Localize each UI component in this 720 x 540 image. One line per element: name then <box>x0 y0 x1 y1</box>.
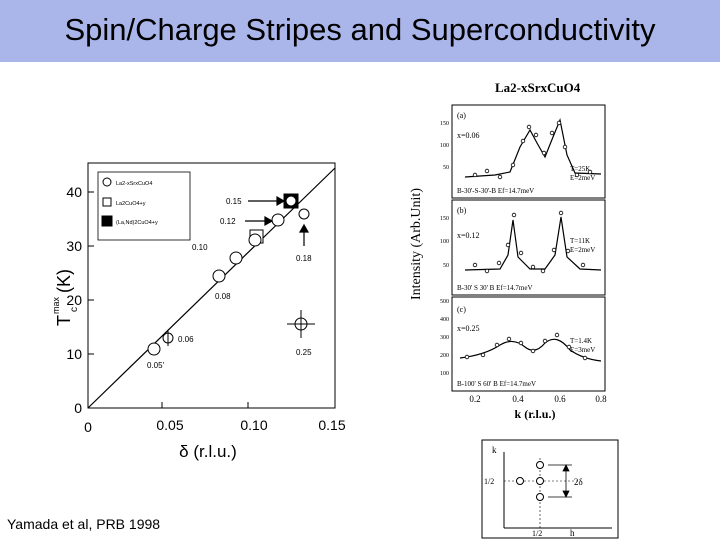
legend-lco: La2CuO4+y <box>116 201 146 207</box>
panel-c-frame <box>451 296 606 392</box>
point-005 <box>147 342 161 356</box>
panel-c-ytick-100: 100 <box>440 371 449 377</box>
right-ylabel-group: Intensity (Arb.Unit) <box>409 188 424 300</box>
y-label-sub: c <box>69 307 80 312</box>
point-015-inner <box>285 195 297 207</box>
y-tick-10: 10 <box>66 346 82 362</box>
panel-a-ytick-150: 150 <box>440 121 449 127</box>
point-008 <box>212 269 226 283</box>
right-xtick-06: 0.6 <box>554 394 566 404</box>
panel-c-label: (c) <box>457 305 466 314</box>
panel-b-E: E=2meV <box>570 246 595 254</box>
y-tick-40: 40 <box>66 184 82 200</box>
right-y-label: Intensity (Arb.Unit) <box>409 188 424 300</box>
label-012: 0.12 <box>220 217 236 226</box>
y-tick-0: 0 <box>74 400 82 416</box>
panel-b-T: T=11K <box>570 237 590 245</box>
axis-ticks <box>87 191 336 408</box>
inset-k-label: k <box>492 445 497 455</box>
panel-c-config: B-100' S 60' B Ef=14.7meV <box>457 380 536 388</box>
panel-b-fit-curve <box>464 216 602 271</box>
x-tick-005: 0.05 <box>156 417 183 433</box>
citation: Yamada et al, PRB 1998 <box>7 516 161 532</box>
inset-frame <box>481 439 619 539</box>
label-008: 0.08 <box>215 292 231 301</box>
right-xtick-08: 0.8 <box>595 394 607 404</box>
tc-vs-delta-plot: 0 10 20 30 40 0 0.05 0.10 0.15 δ (r.l.u.… <box>51 162 346 461</box>
data-points <box>147 193 315 356</box>
panel-c-E: E=3meV <box>570 346 595 354</box>
panel-a-E: E=2meV <box>570 174 595 182</box>
formula-label: La2-xSrxCuO4 <box>495 80 581 95</box>
plot-frame <box>87 162 336 409</box>
y-label-main: T <box>54 315 74 326</box>
panel-b-label: (b) <box>457 206 467 215</box>
point-009 <box>229 251 243 265</box>
slide-title: Spin/Charge Stripes and Superconductivit… <box>64 12 656 47</box>
legend-lnco: (La,Nd)2CuO4+y <box>116 220 158 226</box>
x-tick-015: 0.15 <box>318 417 345 433</box>
legend-box <box>97 171 191 241</box>
annotation-arrows <box>245 195 310 246</box>
point-012 <box>271 213 285 227</box>
panel-c-ytick-300: 300 <box>440 335 449 341</box>
x-tick-0: 0 <box>84 419 92 435</box>
right-xtick-04: 0.4 <box>512 394 524 404</box>
inset-delta-label: 2δ <box>574 477 583 487</box>
inset-half-h: 1/2 <box>532 529 542 538</box>
panel-a-ytick-100: 100 <box>440 143 449 149</box>
title-bar <box>0 0 720 62</box>
panel-a-ytick-50: 50 <box>443 165 449 171</box>
y-axis-label: T max c (K) <box>51 269 80 326</box>
panel-a-fit-curve <box>464 117 602 178</box>
panel-a-points <box>472 120 593 180</box>
inset-peaks <box>516 461 544 501</box>
panel-b-ytick-50: 50 <box>443 263 449 269</box>
label-018: 0.18 <box>296 254 312 263</box>
panel-c-ytick-200: 200 <box>440 353 449 359</box>
x-tick-010: 0.10 <box>240 417 267 433</box>
panel-b-ytick-100: 100 <box>440 239 449 245</box>
legend-filled-marker <box>101 215 113 227</box>
inset-delta-arrow <box>548 464 572 498</box>
y-label-sup: max <box>51 296 61 314</box>
label-005: 0.05' <box>147 361 165 370</box>
panel-a-frame <box>451 104 606 199</box>
panel-c-x: x=0.25 <box>457 324 480 333</box>
panel-c-ytick-500: 500 <box>440 299 449 305</box>
panel-b-ytick-150: 150 <box>440 216 449 222</box>
y-tick-20: 20 <box>66 292 82 308</box>
panel-c-T: T=1.4K <box>570 337 592 345</box>
right-x-label: k (r.l.u.) <box>515 407 556 421</box>
right-xtick-02: 0.2 <box>469 394 480 404</box>
legend-square-marker <box>102 197 112 207</box>
inset-h-label: h <box>570 528 575 538</box>
panel-c-points <box>464 332 588 361</box>
legend-circle-marker <box>102 177 112 187</box>
panel-b-config: B-30' S 30' B Ef=14.7meV <box>457 284 533 292</box>
y-label-unit: (K) <box>54 269 74 293</box>
panel-a-T: T=25K <box>570 165 590 173</box>
label-015: 0.15 <box>226 197 242 206</box>
panel-b-frame <box>451 199 606 296</box>
panel-a-label: (a) <box>457 111 466 120</box>
neutron-scattering-plot: La2-xSrxCuO4 Intensity (Arb.Unit) (a) x=… <box>409 80 607 421</box>
x-axis-label: δ (r.l.u.) <box>179 442 237 461</box>
label-025: 0.25 <box>296 348 312 357</box>
panel-c-ytick-400: 400 <box>440 317 449 323</box>
inset-half-k: 1/2 <box>484 477 494 486</box>
panel-b-points <box>472 210 586 274</box>
point-018 <box>298 208 310 220</box>
panel-b-x: x=0.12 <box>457 231 480 240</box>
point-010 <box>248 233 262 247</box>
panel-a-x: x=0.06 <box>457 131 480 140</box>
label-010: 0.10 <box>192 243 208 252</box>
reciprocal-space-inset: k h 1/2 1/2 2δ <box>481 439 619 539</box>
legend-lsco: La2-xSrxCuO4 <box>116 181 152 187</box>
y-tick-30: 30 <box>66 238 82 254</box>
panel-a-config: B-30'-S-30'-B Ef=14.7meV <box>457 187 534 195</box>
label-006: 0.06 <box>178 335 194 344</box>
